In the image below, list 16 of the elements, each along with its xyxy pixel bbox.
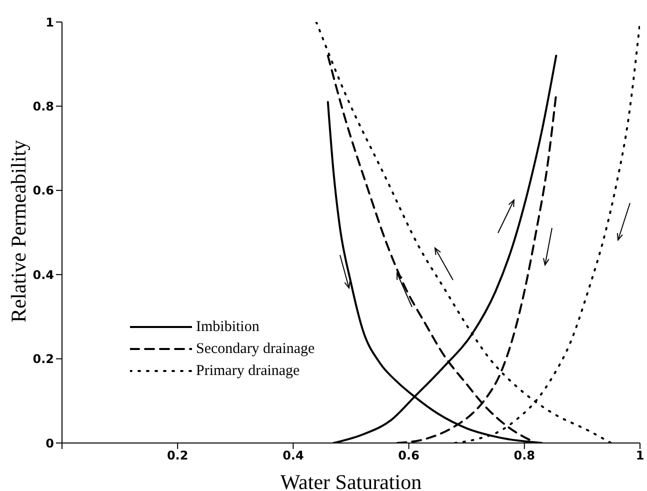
x-axis-title: Water Saturation xyxy=(280,470,422,491)
x-tick-label: 1 xyxy=(636,448,644,463)
x-tick-label: 0.8 xyxy=(514,448,536,463)
x-tick-label: 0.6 xyxy=(398,448,420,463)
x-tick-label: 0.2 xyxy=(166,448,188,463)
y-tick-label: 0.8 xyxy=(32,99,54,114)
legend-label: Secondary drainage xyxy=(196,340,315,358)
y-tick-label: 0.4 xyxy=(32,268,54,282)
y-tick-label: 0.6 xyxy=(32,184,54,198)
x-tick-label: 0.4 xyxy=(282,448,304,463)
y-axis-title: Relative Permeability xyxy=(6,139,30,322)
legend-label: Primary drainage xyxy=(196,362,300,380)
legend-label: Imbibition xyxy=(196,318,260,336)
y-tick-label: 1 xyxy=(46,15,54,30)
y-tick-label: 0 xyxy=(46,436,54,450)
y-tick-label: 0.2 xyxy=(32,352,54,366)
